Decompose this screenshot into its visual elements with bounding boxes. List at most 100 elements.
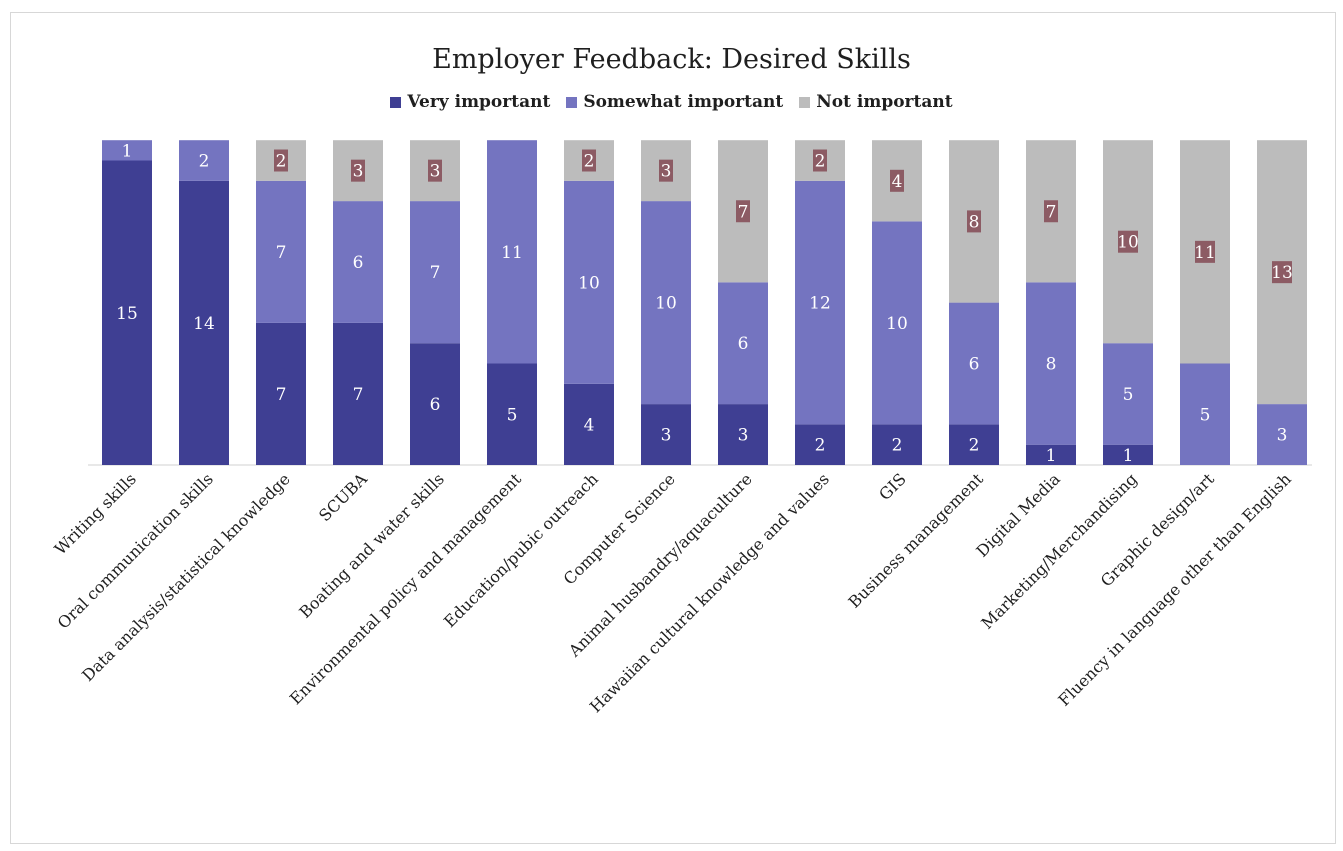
legend-swatch xyxy=(566,96,578,108)
bar-segment xyxy=(564,383,614,465)
data-label: 11 xyxy=(501,243,523,263)
data-label: 8 xyxy=(969,212,980,232)
data-label: 2 xyxy=(276,152,287,172)
category-tick-label: SCUBA xyxy=(315,469,371,525)
data-label: 5 xyxy=(1123,385,1134,405)
data-label-background xyxy=(351,159,365,182)
bar-segment xyxy=(487,363,537,465)
bar-segment xyxy=(410,343,460,465)
data-label-background xyxy=(582,149,596,172)
data-label-background xyxy=(1272,261,1292,284)
data-label: 2 xyxy=(892,436,903,456)
data-label: 3 xyxy=(353,162,364,182)
data-label: 10 xyxy=(1117,233,1139,253)
data-label-background xyxy=(1195,240,1215,263)
bar-segment xyxy=(795,180,845,425)
legend-label: Very important xyxy=(407,92,551,112)
legend-label: Not important xyxy=(816,92,953,112)
bar-segment xyxy=(1103,444,1153,465)
data-label-background xyxy=(813,149,827,172)
legend-swatch xyxy=(799,96,811,108)
data-label-background xyxy=(736,200,750,223)
chart-title: Employer Feedback: Desired Skills xyxy=(432,44,911,75)
bar-segment xyxy=(1180,363,1230,465)
data-label: 3 xyxy=(430,162,441,182)
data-label: 6 xyxy=(969,355,980,375)
category-tick-label: GIS xyxy=(875,469,910,504)
data-label: 3 xyxy=(738,426,749,446)
data-label: 1 xyxy=(122,141,133,161)
data-label-background xyxy=(967,210,981,233)
data-label: 10 xyxy=(578,273,600,293)
bar-segment xyxy=(872,424,922,465)
bar-segment xyxy=(333,322,383,465)
bar-segment xyxy=(256,180,306,323)
bar-segment xyxy=(564,180,614,384)
bar-segment xyxy=(718,282,768,405)
bar-segment xyxy=(1103,343,1153,445)
data-label: 3 xyxy=(1277,426,1288,446)
legend-item-somewhat-important: Somewhat important xyxy=(566,92,783,112)
bar-segment xyxy=(1026,444,1076,465)
data-label: 7 xyxy=(276,385,287,405)
bar-segment xyxy=(949,302,999,425)
bar-segment xyxy=(179,140,229,181)
bar-segment xyxy=(256,322,306,465)
data-label: 7 xyxy=(1046,202,1057,222)
bar-segment xyxy=(333,201,383,323)
data-label-background xyxy=(890,169,904,192)
data-label: 12 xyxy=(809,294,831,314)
data-label: 6 xyxy=(430,395,441,415)
data-label: 2 xyxy=(815,152,826,172)
data-label: 13 xyxy=(1271,263,1293,283)
data-label: 2 xyxy=(969,436,980,456)
legend-swatch xyxy=(390,96,402,108)
data-label: 5 xyxy=(1200,405,1211,425)
bar-segment xyxy=(410,201,460,344)
data-label: 7 xyxy=(738,202,749,222)
bar-segment xyxy=(949,424,999,465)
data-label: 14 xyxy=(193,314,215,334)
bar-segment xyxy=(1026,282,1076,445)
data-label: 7 xyxy=(430,263,441,283)
data-label-background xyxy=(659,159,673,182)
bar-segment xyxy=(718,404,768,465)
bar-segment xyxy=(102,140,152,161)
data-label: 10 xyxy=(655,294,677,314)
data-label: 6 xyxy=(738,334,749,354)
bar-segment xyxy=(487,140,537,364)
data-label: 2 xyxy=(584,152,595,172)
category-tick-label: Boating and water skills xyxy=(295,469,447,621)
data-label: 7 xyxy=(353,385,364,405)
data-label: 15 xyxy=(116,304,138,324)
bar-segment xyxy=(872,221,922,425)
data-label-background xyxy=(274,149,288,172)
data-label-background xyxy=(428,159,442,182)
bar-segment xyxy=(179,180,229,466)
bar-segment xyxy=(102,160,152,465)
category-tick-label: Education/pubic outreach xyxy=(440,469,602,631)
bar-segment xyxy=(641,404,691,465)
legend-item-very-important: Very important xyxy=(390,92,550,112)
data-label: 1 xyxy=(1046,446,1057,466)
category-tick-label: Business management xyxy=(844,469,987,612)
data-label-background xyxy=(1118,230,1138,253)
data-label: 8 xyxy=(1046,355,1057,375)
bar-segment xyxy=(641,201,691,405)
data-label: 3 xyxy=(661,426,672,446)
data-label: 4 xyxy=(892,172,903,192)
data-label: 6 xyxy=(353,253,364,273)
data-label-background xyxy=(1044,200,1058,223)
data-label: 2 xyxy=(815,436,826,456)
category-tick-label: Marketing/Merchandising xyxy=(977,469,1140,632)
legend-label: Somewhat important xyxy=(583,92,784,112)
data-label: 7 xyxy=(276,243,287,263)
category-tick-label: Oral communication skills xyxy=(54,469,217,632)
data-label: 4 xyxy=(584,415,595,435)
bar-segment xyxy=(1257,404,1307,465)
data-label: 2 xyxy=(199,152,210,172)
data-label: 10 xyxy=(886,314,908,334)
data-label: 1 xyxy=(1123,446,1134,466)
data-label: 11 xyxy=(1194,243,1216,263)
